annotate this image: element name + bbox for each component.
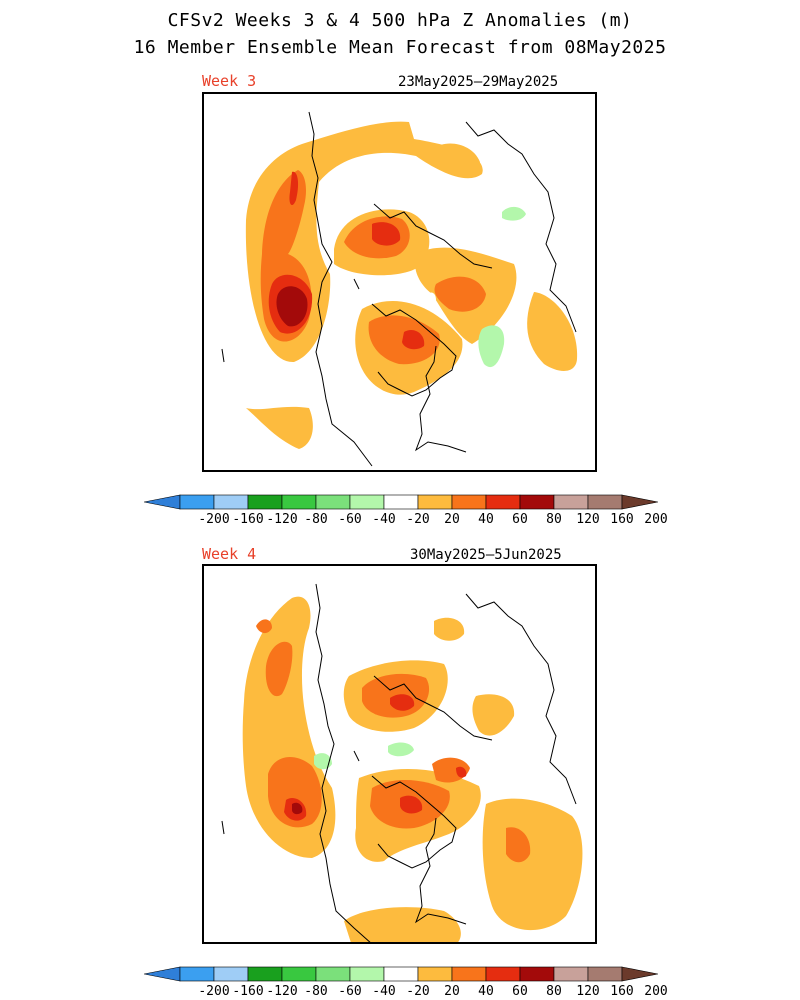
week-3-label: Week 3 [202,72,257,90]
colorbar-segment [485,966,521,982]
colorbar-segment [247,494,283,510]
colorbar-segment [213,494,249,510]
colorbar-tick-label: -120 [266,512,298,527]
colorbar-segment [315,966,351,982]
colorbar-segment [485,494,521,510]
colorbar-tick-label: 200 [644,984,668,999]
colorbar-arrow-low [144,966,181,982]
figure-title: CFSv2 Weeks 3 & 4 500 hPa Z Anomalies (m… [167,10,633,31]
colorbar-segment [383,494,419,510]
colorbar-tick-label: 60 [512,984,528,999]
colorbar-arrow-high [621,966,658,982]
colorbar-segment [519,966,555,982]
colorbar-tick-label: 20 [444,984,460,999]
colorbar-tick-label: 80 [546,512,562,527]
colorbar-week-3 [144,494,658,510]
week-3-anomaly-contours [221,111,578,467]
colorbar-tick-label: -60 [338,984,362,999]
colorbar-tick-label: 120 [576,984,600,999]
colorbar-segment [417,966,453,982]
colorbar-tick-label: 40 [478,984,494,999]
colorbar-tick-label: -40 [372,984,396,999]
colorbar-labels-week-4: -200 -160 -120 -80 -60 -40 -20 20 40 60 80 120 160 20… [144,984,667,1000]
colorbar-tick-label: 80 [546,984,562,999]
colorbar-segment [349,494,385,510]
colorbar-tick-label: -80 [304,984,328,999]
colorbar-segment [587,966,623,982]
colorbar-segment [315,494,351,510]
colorbar-tick-label: -20 [406,984,430,999]
colorbar-arrow-low [144,494,181,510]
colorbar-tick-label: 160 [610,984,634,999]
colorbar-tick-label: 160 [610,512,634,527]
colorbar-segment [213,966,249,982]
week-4-label: Week 4 [202,545,257,563]
colorbar-tick-label: -160 [232,512,264,527]
colorbar-labels-week-3: -200 -160 -120 -80 -60 -40 -20 20 40 60 80 120 160 20… [144,512,667,528]
colorbar-segment [417,494,453,510]
week-4-anomaly-contours [221,583,583,942]
colorbar-segment [247,966,283,982]
week-3-date-range: 23May2025–29May2025 [398,74,559,90]
colorbar-segment [349,966,385,982]
colorbar-tick-label: -160 [232,984,264,999]
colorbar-tick-label: -80 [304,512,328,527]
colorbar-tick-label: 40 [478,512,494,527]
week-3-map [202,92,597,472]
colorbar-tick-label: 60 [512,512,528,527]
colorbar-segment [179,494,215,510]
colorbar-tick-label: -200 [198,512,230,527]
colorbar-week-4 [144,966,658,982]
colorbar-tick-label: -120 [266,984,298,999]
week-4-map [202,564,597,944]
colorbar-tick-label: 200 [644,512,668,527]
colorbar-tick-label: -20 [406,512,430,527]
colorbar-segment [451,966,487,982]
colorbar-segment [179,966,215,982]
colorbar-segment [451,494,487,510]
colorbar-segment [519,494,555,510]
colorbar-tick-label: 120 [576,512,600,527]
colorbar-tick-label: -40 [372,512,396,527]
colorbar-tick-label: -200 [198,984,230,999]
figure-subtitle: 16 Member Ensemble Mean Forecast from 08… [133,37,667,58]
colorbar-segment [383,966,419,982]
colorbar-arrow-high [621,494,658,510]
colorbar-segment [281,966,317,982]
colorbar-segment [553,494,589,510]
colorbar-tick-label: -60 [338,512,362,527]
colorbar-segment [553,966,589,982]
colorbar-tick-label: 20 [444,512,460,527]
colorbar-segment [281,494,317,510]
week-4-date-range: 30May2025–5Jun2025 [410,547,562,563]
colorbar-segment [587,494,623,510]
